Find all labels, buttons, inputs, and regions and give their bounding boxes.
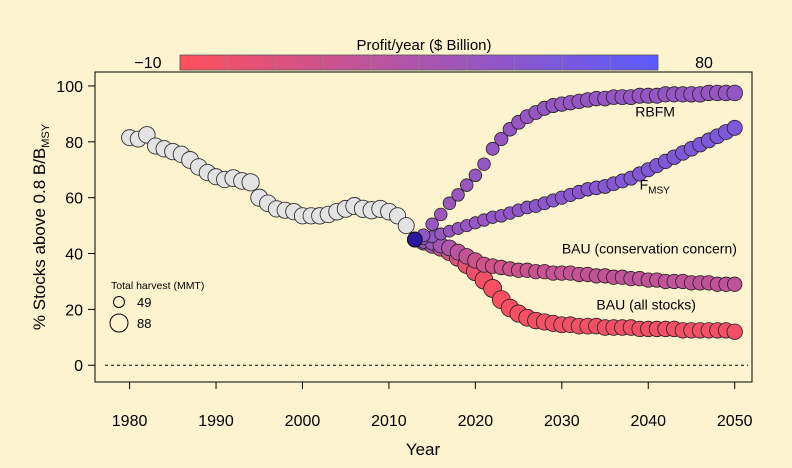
colorbar-ticks <box>227 55 611 70</box>
historical-points <box>121 126 415 235</box>
size-legend-circle-large <box>109 313 129 333</box>
annotation-text: RBFM <box>635 104 675 120</box>
colorbar-title: Profit/year ($ Billion) <box>356 37 491 54</box>
series-annotation: RBFM <box>635 104 675 120</box>
series-annotation: BAU (all stocks) <box>596 296 696 312</box>
x-axis-label: Year <box>406 440 441 459</box>
start-point <box>406 231 423 248</box>
y-tick-label: 40 <box>65 247 83 264</box>
series-0 <box>407 84 743 248</box>
plot-frame <box>94 71 753 383</box>
x-tick-label: 2000 <box>285 413 321 430</box>
y-tick-label: 60 <box>65 191 83 208</box>
series-point <box>485 141 500 156</box>
series-point <box>460 178 474 192</box>
y-tick-label: 20 <box>65 302 83 319</box>
series-annotation: BAU (conservation concern) <box>562 241 737 257</box>
series-point <box>727 276 743 292</box>
historical-point <box>241 173 260 192</box>
series-point <box>494 131 509 147</box>
series-annotation: FMSY <box>640 176 671 196</box>
historical-point <box>397 217 415 235</box>
annotation-text: BAU (conservation concern) <box>562 241 737 257</box>
annotation-text: F <box>640 176 649 192</box>
y-tick-label: 80 <box>65 135 83 152</box>
size-legend-label-large: 88 <box>137 316 151 331</box>
annotation-subscript: MSY <box>648 185 670 196</box>
series-point <box>726 323 743 340</box>
y-axis-label: % Stocks above 0.8 B/BMSY <box>30 123 52 330</box>
annotation-text: BAU (all stocks) <box>596 296 696 312</box>
size-legend: Total harvest (MMT) 49 88 <box>109 280 204 333</box>
y-axis: 0 20 40 60 80 100 <box>56 79 95 375</box>
x-tick-label: 2050 <box>717 413 753 430</box>
y-axis-label-sub: MSY <box>40 123 52 148</box>
y-tick-label: 0 <box>74 358 83 375</box>
series-point <box>468 168 483 183</box>
x-tick-label: 2030 <box>544 413 580 430</box>
scenario-points <box>406 84 743 340</box>
y-tick-label: 100 <box>56 79 83 96</box>
series-1 <box>407 119 743 248</box>
size-legend-circle-small <box>113 296 125 308</box>
x-axis: 1980 1990 2000 2010 2020 2030 2040 2050 <box>112 382 753 430</box>
x-tick-label: 1980 <box>112 413 148 430</box>
series-annotations: RBFM FMSY BAU (conservation concern) BAU (a… <box>562 104 737 313</box>
colorbar: Profit/year ($ Billion) −10 80 <box>134 37 713 72</box>
colorbar-min-label: −10 <box>134 55 161 72</box>
series-point <box>726 119 743 136</box>
size-legend-label-small: 49 <box>137 295 151 310</box>
y-axis-label-main: % Stocks above 0.8 B/B <box>30 148 49 330</box>
x-tick-label: 2010 <box>371 413 407 430</box>
x-tick-label: 1990 <box>198 413 234 430</box>
series-point <box>451 188 465 202</box>
x-tick-label: 2040 <box>630 413 666 430</box>
series-point <box>726 84 743 102</box>
series-point <box>434 207 448 222</box>
size-legend-title: Total harvest (MMT) <box>111 280 204 292</box>
series-2 <box>407 231 743 292</box>
series-point <box>442 196 457 210</box>
x-tick-label: 2020 <box>458 413 494 430</box>
series-point <box>425 217 439 231</box>
series-point <box>477 157 491 171</box>
colorbar-max-label: 80 <box>695 55 713 72</box>
